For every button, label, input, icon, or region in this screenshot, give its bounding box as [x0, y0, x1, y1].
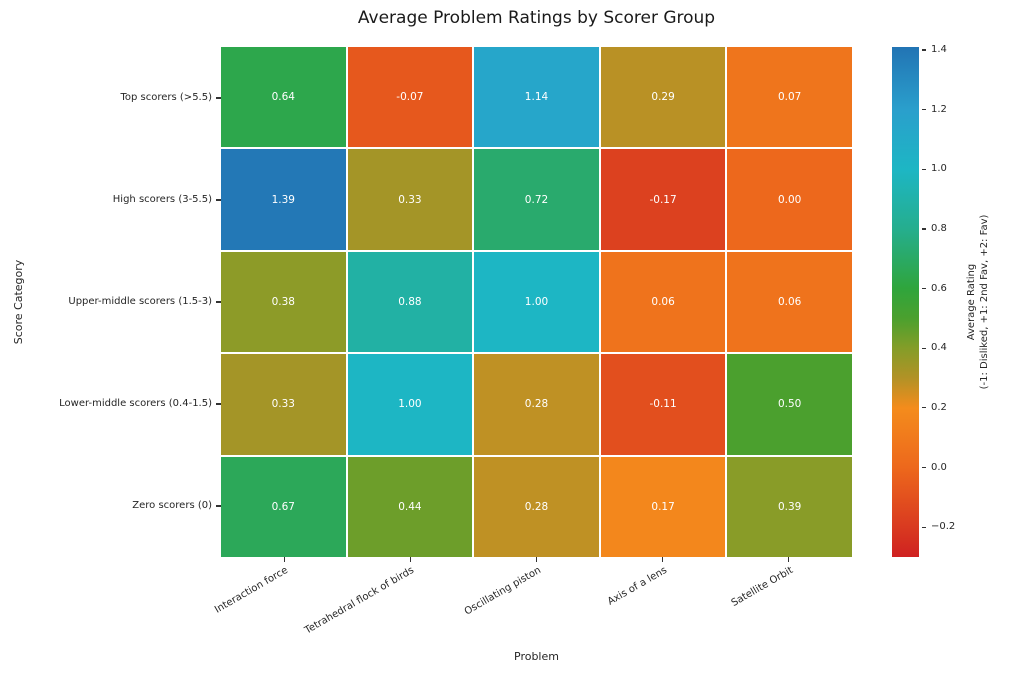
heatmap-cell: 0.67: [221, 456, 346, 557]
heatmap-cell: 0.06: [727, 251, 852, 353]
heatmap-cell: -0.07: [347, 47, 473, 148]
y-tick-label: High scorers (3-5.5): [112, 194, 212, 205]
heatmap-cell: 0.64: [221, 47, 346, 148]
colorbar-tick-label: 0.6: [931, 282, 947, 294]
x-tick-mark: [662, 557, 664, 562]
heatmap-cell: 0.28: [474, 456, 599, 557]
y-tick-mark: [216, 97, 221, 99]
colorbar-tick-mark: [922, 287, 926, 290]
y-tick-label: Upper-middle scorers (1.5-3): [68, 296, 212, 307]
colorbar-tick-label: 0.0: [931, 461, 947, 473]
colorbar-tick-mark: [922, 407, 926, 409]
x-tick-mark: [409, 557, 411, 562]
heatmap-cell: 0.50: [727, 354, 852, 455]
heatmap-cell: 0.00: [727, 149, 852, 250]
y-tick-mark: [216, 505, 221, 507]
heatmap-cell: 0.33: [221, 354, 346, 455]
colorbar-label: Average Rating (-1: Disliked, +1: 2nd Fa…: [965, 152, 991, 452]
heatmap-cell: -0.17: [600, 149, 726, 250]
colorbar-tick-label: 1.2: [931, 103, 947, 115]
heatmap-grid: 0.64 -0.07 1.14 0.29 0.07 1.39 0.33 0.72 -0.17 0.…: [221, 47, 852, 557]
x-axis-label: Problem: [514, 650, 559, 663]
chart-title: Average Problem Ratings by Scorer Group: [357, 8, 716, 28]
heatmap-cell: 0.38: [221, 251, 346, 353]
colorbar-tick-mark: [922, 347, 926, 349]
heatmap-cell: 0.72: [474, 149, 599, 250]
colorbar: [892, 47, 919, 557]
colorbar-tick-mark: [922, 109, 926, 111]
colorbar-tick-label: 1.4: [931, 43, 947, 55]
colorbar-label-line2: (-1: Disliked, +1: 2nd Fav, +2: Fav): [979, 214, 990, 390]
heatmap-cell: 0.39: [727, 456, 852, 557]
colorbar-tick-label: 0.2: [931, 401, 947, 413]
colorbar-tick-label: 0.8: [931, 222, 947, 234]
y-tick-label: Top scorers (>5.5): [120, 92, 212, 103]
y-tick-mark: [216, 199, 221, 201]
colorbar-tick-mark: [922, 49, 926, 51]
colorbar-tick-label: 0.4: [931, 342, 947, 354]
colorbar-tick-mark: [922, 168, 926, 170]
y-tick-mark: [216, 301, 221, 303]
heatmap-cell: 0.28: [474, 354, 599, 455]
heatmap-cell: 0.88: [347, 251, 473, 353]
heatmap-cell: 1.00: [474, 251, 599, 353]
colorbar-tick-label: 1.0: [931, 163, 947, 175]
y-tick-mark: [216, 403, 221, 405]
colorbar-tick-mark: [922, 466, 926, 469]
heatmap-cell: -0.11: [600, 354, 726, 455]
colorbar-label-line1: Average Rating: [966, 263, 977, 341]
heatmap-cell: 0.29: [600, 47, 726, 148]
heatmap-cell: 0.17: [600, 456, 726, 557]
heatmap-cell: 0.33: [347, 149, 473, 250]
x-tick-mark: [283, 557, 285, 562]
heatmap-cell: 0.06: [600, 251, 726, 353]
heatmap-cell: 1.00: [347, 354, 473, 455]
colorbar-tick-mark: [922, 228, 926, 230]
x-tick-mark: [535, 557, 538, 562]
y-tick-label: Zero scorers (0): [132, 500, 212, 511]
heatmap-cell: 0.44: [347, 456, 473, 557]
heatmap-cell: 0.07: [727, 47, 852, 148]
heatmap-cell: 1.14: [474, 47, 599, 148]
x-tick-mark: [788, 557, 790, 562]
y-tick-label: Lower-middle scorers (0.4-1.5): [59, 398, 212, 409]
heatmap-cell: 1.39: [221, 149, 346, 250]
colorbar-tick-mark: [922, 526, 926, 528]
colorbar-tick-label: −0.2: [931, 521, 956, 533]
y-axis-label: Score Category: [12, 259, 25, 345]
